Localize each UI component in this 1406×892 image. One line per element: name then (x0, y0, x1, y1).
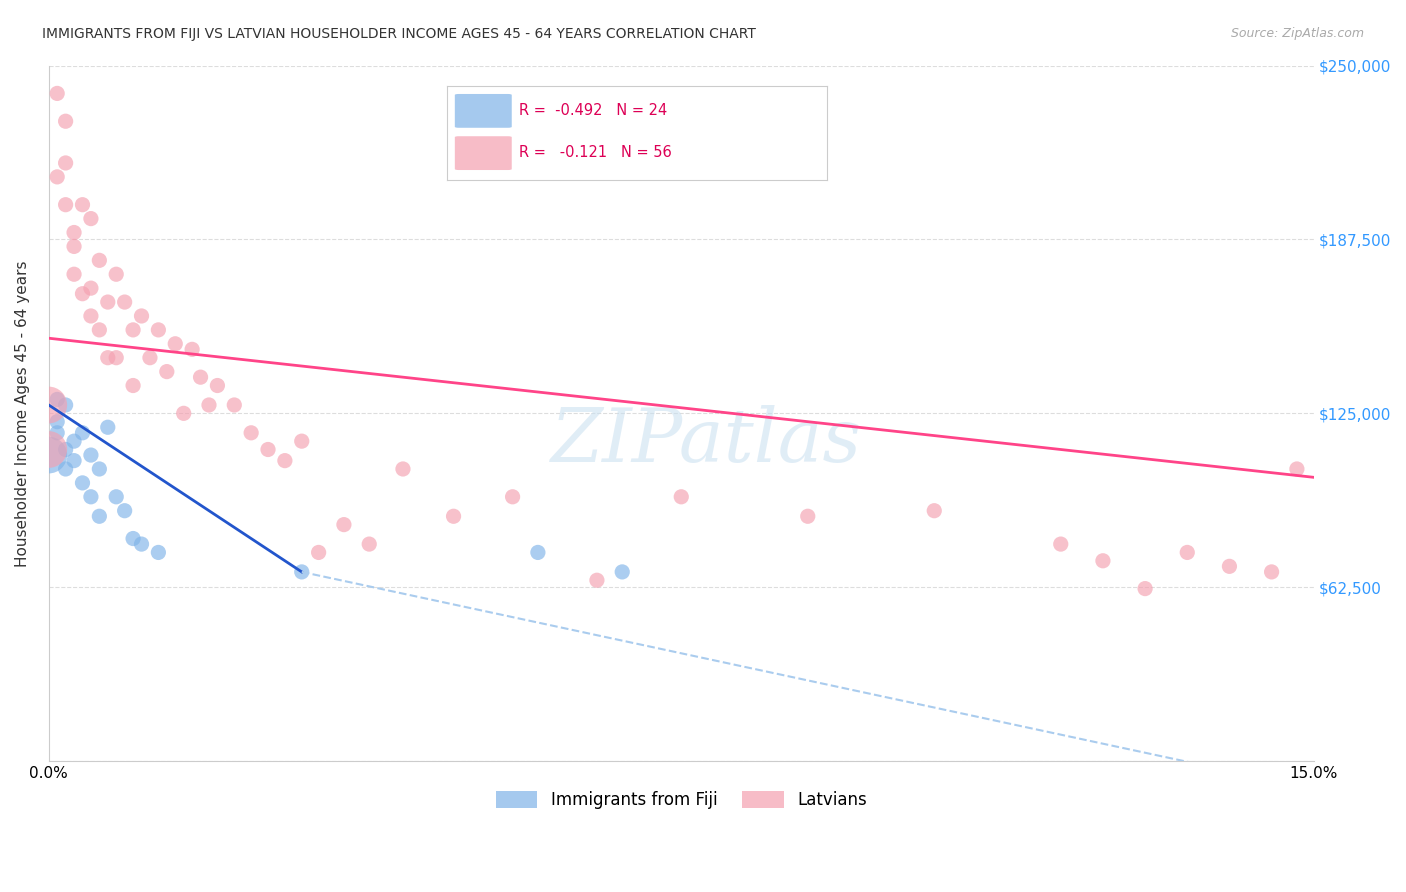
Point (97, 351, 120, 365)
Point (89, 462, 111, 476)
Point (586, 574, 609, 588)
Point (80, 309, 103, 323)
Point (527, 545, 550, 559)
Point (122, 532, 145, 546)
Point (46, 415, 69, 429)
Point (1049, 537, 1071, 551)
Point (46, 169, 69, 184)
Point (55, 114, 77, 128)
Point (63, 226, 86, 240)
Point (1260, 565, 1282, 579)
Point (148, 323, 170, 337)
Point (72, 286, 94, 301)
Point (1285, 462, 1308, 476)
Point (797, 509, 820, 524)
Point (63, 434, 86, 449)
Point (333, 517, 356, 532)
Point (274, 453, 297, 467)
Point (671, 490, 693, 504)
Point (80, 211, 103, 226)
Point (55, 197, 77, 211)
Point (502, 490, 524, 504)
Y-axis label: Householder Income Ages 45 - 64 years: Householder Income Ages 45 - 64 years (15, 260, 30, 566)
Point (72, 197, 94, 211)
Point (165, 336, 187, 351)
Point (181, 343, 204, 357)
Point (257, 442, 280, 457)
Point (291, 565, 314, 579)
Point (114, 295, 136, 310)
Point (72, 425, 94, 440)
Point (1175, 545, 1198, 559)
Point (131, 537, 153, 551)
Point (80, 448, 103, 462)
Point (46, 392, 69, 407)
Point (55, 442, 77, 457)
Point (156, 365, 179, 379)
Point (38, 398, 60, 412)
Point (55, 156, 77, 170)
Point (97, 295, 120, 310)
Text: ZIPatlas: ZIPatlas (551, 405, 862, 477)
Point (224, 398, 246, 412)
Point (1133, 582, 1156, 596)
Point (139, 351, 162, 365)
Point (63, 453, 86, 467)
Point (89, 253, 111, 268)
Point (89, 509, 111, 524)
Point (105, 267, 128, 281)
Point (443, 509, 465, 524)
Text: Source: ZipAtlas.com: Source: ZipAtlas.com (1230, 27, 1364, 40)
Point (105, 351, 128, 365)
Point (72, 475, 94, 490)
Point (190, 370, 212, 384)
Legend: Immigrants from Fiji, Latvians: Immigrants from Fiji, Latvians (489, 784, 873, 815)
Point (308, 545, 330, 559)
Point (114, 504, 136, 518)
Point (359, 537, 381, 551)
Point (922, 504, 945, 518)
Point (80, 281, 103, 295)
Point (63, 239, 86, 253)
Point (122, 323, 145, 337)
Point (89, 323, 111, 337)
Point (1218, 559, 1240, 574)
Point (38, 448, 60, 462)
Point (612, 565, 634, 579)
Point (148, 545, 170, 559)
Point (55, 462, 77, 476)
Point (97, 420, 120, 434)
Point (122, 378, 145, 392)
Text: IMMIGRANTS FROM FIJI VS LATVIAN HOUSEHOLDER INCOME AGES 45 - 64 YEARS CORRELATIO: IMMIGRANTS FROM FIJI VS LATVIAN HOUSEHOL… (42, 27, 756, 41)
Point (55, 398, 77, 412)
Point (46, 87, 69, 101)
Point (131, 309, 153, 323)
Point (80, 490, 103, 504)
Point (207, 378, 229, 392)
Point (291, 434, 314, 449)
Point (1091, 554, 1114, 568)
Point (63, 267, 86, 281)
Point (105, 490, 128, 504)
Point (240, 425, 263, 440)
Point (38, 442, 60, 457)
Point (198, 398, 221, 412)
Point (392, 462, 415, 476)
Point (46, 425, 69, 440)
Point (173, 406, 195, 420)
